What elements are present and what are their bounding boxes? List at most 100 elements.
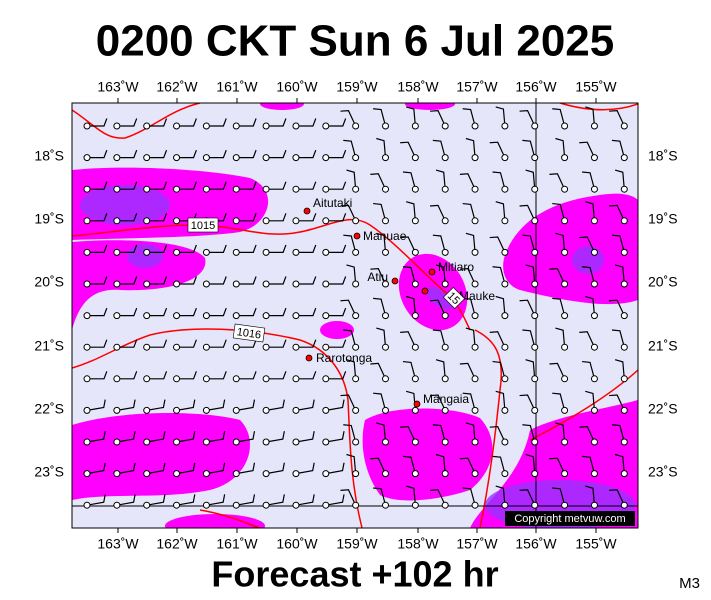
lon-label-top: 156˚W (515, 79, 557, 95)
wind-barb (295, 339, 317, 348)
wind-barb (489, 236, 506, 253)
place-name: Manuae (363, 229, 407, 243)
station (113, 217, 121, 225)
wind-barb (116, 244, 138, 253)
lon-label-bottom: 163˚W (97, 536, 139, 552)
station (471, 312, 479, 320)
wind-barb (579, 141, 595, 158)
wind-barb (87, 118, 108, 127)
station (173, 343, 181, 351)
lon-label-bottom: 159˚W (336, 536, 378, 552)
station (322, 438, 330, 446)
station (620, 375, 628, 383)
station (202, 280, 210, 288)
station (441, 343, 449, 351)
station (352, 185, 360, 193)
station (352, 122, 360, 130)
station (590, 470, 598, 478)
station (501, 406, 509, 414)
station (83, 343, 91, 351)
wind-barb (552, 108, 566, 127)
wind-barb (236, 244, 257, 253)
wind-barb (552, 487, 566, 506)
station (441, 501, 449, 509)
wind-barb (146, 244, 168, 253)
wind-barb (343, 139, 357, 158)
wind-barb (611, 424, 625, 443)
wind-barb (519, 109, 536, 127)
wind-barbs (83, 106, 628, 509)
wind-barb (265, 399, 285, 411)
station (501, 470, 509, 478)
wind-barb (116, 213, 138, 222)
wind-barb (462, 392, 476, 411)
station (322, 154, 330, 162)
wind-barb (549, 173, 566, 190)
wind-barb (176, 339, 197, 348)
copyright: Copyright metvuw.com (514, 513, 625, 525)
station (173, 185, 181, 193)
wind-barb (400, 141, 416, 158)
station (531, 248, 539, 256)
station (113, 501, 121, 509)
station (531, 280, 539, 288)
wind-barb (402, 171, 416, 190)
station (262, 185, 270, 193)
wind-barb (146, 213, 168, 222)
station (411, 501, 419, 509)
wind-barb (465, 422, 476, 443)
wind-barb (340, 394, 357, 411)
wind-barb (87, 149, 108, 159)
station (620, 501, 628, 509)
wind-barb (611, 329, 625, 348)
wind-barb (435, 359, 446, 379)
station (262, 470, 270, 478)
wind-barb (373, 392, 387, 411)
place-dot (391, 277, 399, 285)
lat-label-right: 23˚S (648, 464, 678, 480)
station (441, 406, 449, 414)
place-name: Aitutaki (313, 196, 352, 210)
lon-label-bottom: 157˚W (456, 536, 498, 552)
station (352, 470, 360, 478)
station (382, 248, 389, 256)
wind-barb (373, 108, 387, 127)
wind-barb (582, 360, 596, 379)
station (292, 438, 300, 446)
station (232, 217, 240, 225)
wind-barb (435, 169, 446, 190)
wind-barb (609, 204, 625, 222)
station (471, 248, 479, 256)
lon-label-bottom: 160˚W (276, 536, 318, 552)
wind-barb (432, 234, 446, 253)
wind-barb (206, 118, 227, 127)
station (113, 375, 121, 383)
station (501, 185, 509, 193)
wind-barb (116, 339, 138, 348)
lon-label-top: 163˚W (97, 79, 139, 95)
station (173, 375, 181, 383)
station (173, 280, 181, 288)
wind-barb (325, 494, 345, 506)
wind-barb (176, 276, 197, 285)
station (322, 248, 330, 256)
station (202, 343, 210, 351)
wind-barb (492, 171, 506, 190)
station (202, 501, 210, 509)
wind-barb (266, 339, 287, 348)
station (143, 154, 151, 162)
station (382, 501, 389, 509)
wind-barb (459, 457, 476, 474)
station (561, 375, 569, 383)
wind-barb (465, 137, 476, 158)
station (262, 122, 270, 130)
map-area (72, 103, 638, 528)
wind-barb (325, 149, 347, 159)
wind-barb (346, 453, 357, 474)
station (352, 343, 360, 351)
wind-barb (585, 390, 596, 411)
wind-barb (462, 108, 476, 127)
wind-barb (609, 489, 625, 506)
isobar-label-text: 1015 (191, 220, 215, 232)
